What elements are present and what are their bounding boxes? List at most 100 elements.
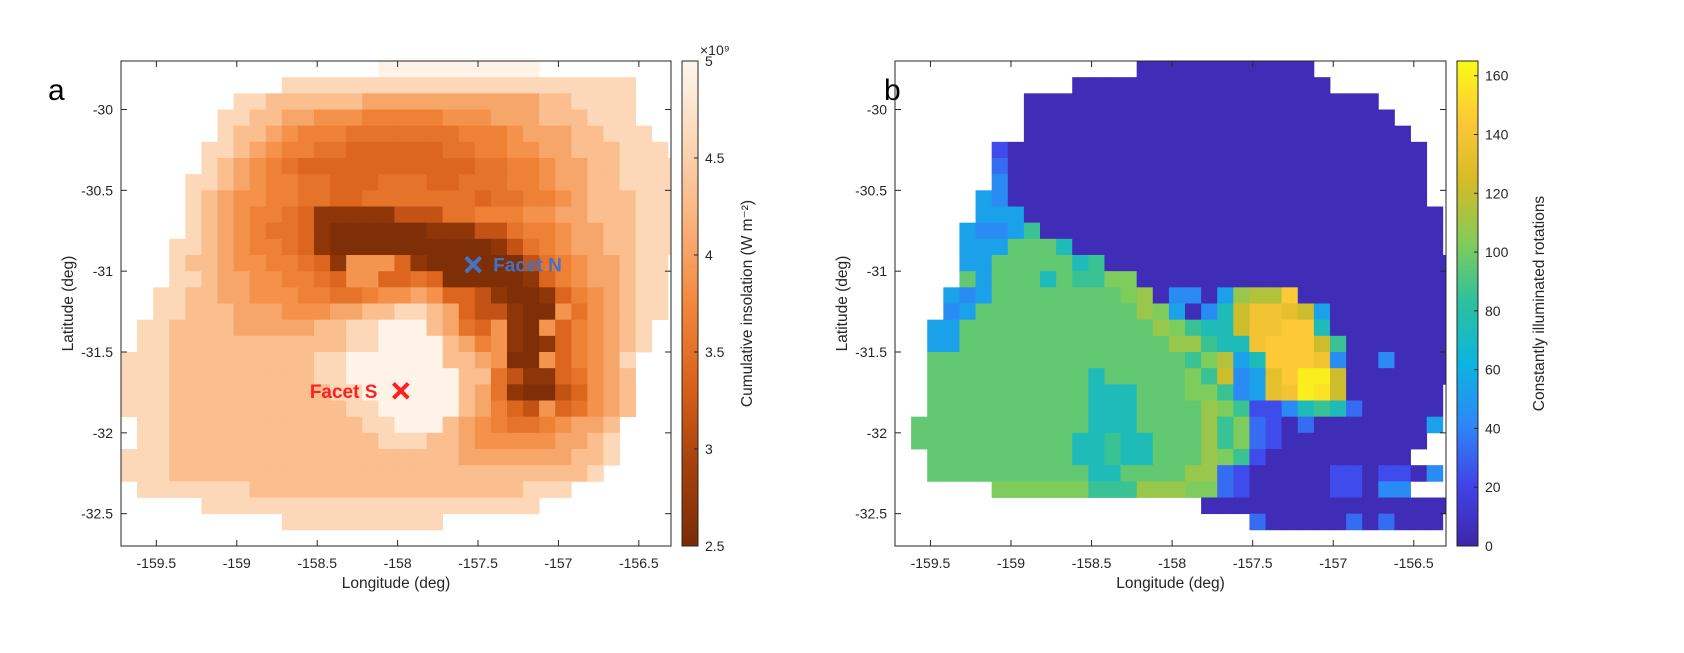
heatmap-cell [426,93,444,110]
heatmap-cell [523,416,540,434]
panel-a-markers: Facet N Facet S [310,256,562,403]
heatmap-cell [458,109,476,127]
heatmap-cell [1168,255,1186,272]
heatmap-cell [1233,497,1250,515]
heatmap-cell [555,125,572,143]
heatmap-cell [1297,481,1315,498]
heatmap-cell [555,287,572,304]
heatmap-cell [474,384,492,401]
heatmap-cell [1168,303,1186,321]
heatmap-cell [426,352,444,369]
heatmap-cell [362,77,379,94]
heatmap-cell [346,368,363,385]
heatmap-cell [265,352,283,369]
heatmap-cell [378,287,395,304]
heatmap-cell [975,465,993,482]
heatmap-cell [490,352,508,369]
heatmap-cell [1297,400,1315,418]
heatmap-cell [635,174,653,191]
heatmap-cell [217,190,234,207]
heatmap-cell [603,206,620,224]
heatmap-cell [265,174,283,191]
heatmap-cell [394,109,411,127]
heatmap-cell [330,465,347,482]
heatmap-cell [458,481,476,498]
heatmap-cell [587,335,604,353]
heatmap-cell [506,158,524,175]
heatmap-cell [233,271,251,288]
facet-s-cross-icon [391,381,410,400]
heatmap-cell [523,303,540,321]
heatmap-cell [1394,222,1411,240]
heatmap-cell [619,93,637,110]
heatmap-cell [1426,368,1444,385]
heatmap-cell [539,319,556,337]
heatmap-cell [474,158,492,175]
heatmap-cell [1297,319,1315,337]
heatmap-cell [1346,481,1363,498]
heatmap-cell [153,303,170,321]
x-tick-label: -158 [1158,555,1186,571]
heatmap-cell [1346,141,1363,159]
heatmap-cell [153,449,170,466]
heatmap-cell [249,141,267,159]
heatmap-cell [346,206,363,224]
heatmap-cell [410,141,427,159]
heatmap-cell [1088,449,1105,466]
heatmap-cell [442,432,460,450]
heatmap-cell [1136,190,1154,207]
heatmap-cell [426,174,444,191]
heatmap-cell [249,368,267,385]
heatmap-cell [1362,109,1379,127]
heatmap-cell [1136,61,1154,78]
heatmap-cell [1313,190,1331,207]
heatmap-cell [1152,238,1170,256]
heatmap-cell [346,319,363,337]
heatmap-cell [1362,481,1379,498]
heatmap-cell [153,287,170,304]
heatmap-cell [1072,77,1089,94]
heatmap-cell [185,335,202,353]
heatmap-cell [1249,368,1266,385]
heatmap-cell [523,125,540,143]
heatmap-cell [555,449,572,466]
heatmap-cell [1185,416,1202,434]
heatmap-cell [1088,465,1105,482]
heatmap-cell [442,481,460,498]
heatmap-cell [362,481,379,498]
heatmap-cell [1362,449,1379,466]
heatmap-cell [635,206,653,224]
heatmap-cell [539,384,556,401]
heatmap-cell [1330,319,1347,337]
heatmap-cell [571,416,588,434]
heatmap-cell [1233,61,1250,78]
heatmap-cell [1104,158,1121,175]
heatmap-cell [1426,255,1444,272]
heatmap-cell [1265,158,1283,175]
heatmap-cell [169,352,186,369]
heatmap-cell [1378,238,1395,256]
heatmap-cell [991,238,1009,256]
heatmap-cell [1233,271,1250,288]
heatmap-cell [442,158,460,175]
heatmap-cell [1072,287,1089,304]
heatmap-cell [458,352,476,369]
heatmap-cell [362,255,379,272]
heatmap-cell [249,400,267,418]
heatmap-cell [1281,497,1299,515]
heatmap-cell [1297,432,1315,450]
heatmap-cell [346,93,363,110]
heatmap-cell [651,222,669,240]
heatmap-cell [539,255,556,272]
heatmap-cell [1023,190,1041,207]
heatmap-cell [346,400,363,418]
heatmap-cell [1185,109,1202,127]
heatmap-cell [587,174,604,191]
heatmap-cell [1088,384,1105,401]
heatmap-cell [1056,141,1073,159]
heatmap-cell [313,481,331,498]
heatmap-cell [1265,432,1283,450]
heatmap-cell [233,400,251,418]
heatmap-cell [523,481,540,498]
